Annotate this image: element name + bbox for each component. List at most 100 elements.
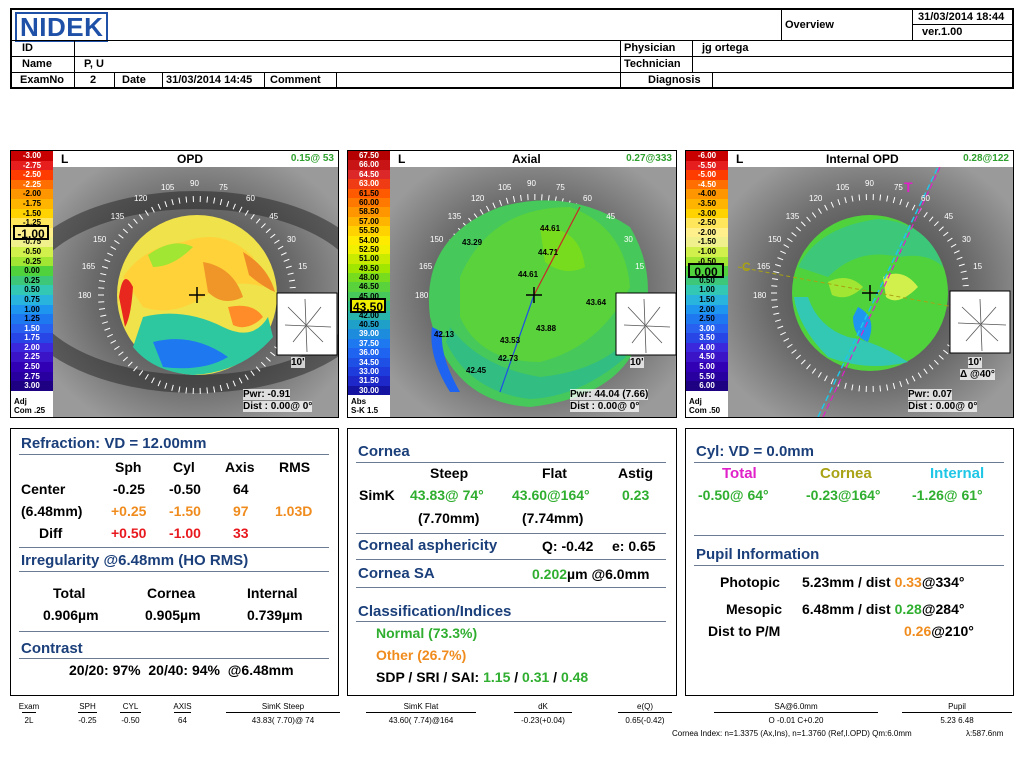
- scale-value: -1.00: [686, 246, 728, 257]
- axial-power-label: 42.45: [466, 366, 487, 375]
- scale-value: 63.00: [348, 179, 390, 189]
- view-label: Overview: [785, 19, 834, 31]
- scale-value: -3.00: [686, 208, 728, 219]
- angle-label: 75: [555, 182, 565, 192]
- scale-value: 66.00: [348, 160, 390, 170]
- sdp-value: 1.15: [483, 669, 511, 685]
- internal-opd-corner-value: 0.28@122: [963, 153, 1009, 164]
- angle-label: 75: [893, 182, 903, 192]
- scale-value: -1.75: [11, 198, 53, 209]
- scale-value: 0.75: [11, 294, 53, 305]
- center-sph: -0.25: [113, 481, 145, 497]
- photopic-dist: 0.33: [894, 574, 922, 590]
- steep-header: Steep: [430, 465, 469, 481]
- axial-map-image[interactable]: 43.29 44.61 44.71 44.61 43.64 43.88 43.53 42.13…: [390, 167, 676, 417]
- footer-value: 43.83( 7.70)@ 74: [251, 716, 315, 725]
- angle-label: 30: [286, 235, 296, 244]
- scale-value: -5.00: [686, 170, 728, 180]
- irr-cornea-header: Cornea: [147, 585, 196, 601]
- scale-value: 4.00: [686, 342, 728, 353]
- scale-value: 46.50: [348, 282, 390, 292]
- scale-mode-label: Adj Com .50: [689, 397, 720, 415]
- scale-value: -1.50: [686, 237, 728, 247]
- angle-label: 105: [498, 182, 512, 192]
- scale-value: 33.00: [348, 366, 390, 377]
- row2-axis: 97: [233, 503, 249, 519]
- scale-value: 48.00: [348, 273, 390, 283]
- sph-header: Sph: [115, 459, 142, 475]
- photopic-angle: @334°: [921, 574, 965, 590]
- footer-value: -0.23(+0.04): [521, 716, 565, 725]
- row2-rms: 1.03D: [275, 503, 313, 519]
- scale-value: 0.50: [11, 285, 53, 295]
- cyl-cornea-header: Cornea: [820, 465, 872, 482]
- row2-sph: +0.25: [111, 503, 147, 519]
- mesopic-label: Mesopic: [726, 601, 783, 617]
- angle-label: 180: [753, 291, 767, 300]
- scale-value: 52.50: [348, 244, 390, 255]
- angle-label: 120: [471, 194, 485, 203]
- cornea-index-note: Cornea Index: n=1.3375 (Ax,Ins), n=1.376…: [672, 729, 912, 738]
- opd-map-image[interactable]: 10' Pwr: -0.91 Dist : 0.00@ 0° 90 75 60 45 3…: [53, 167, 338, 417]
- scale-value: 2.75: [11, 371, 53, 382]
- rms-header: RMS: [279, 459, 311, 475]
- cyl-total-text: -0.50@ 64°: [698, 487, 769, 503]
- scale-value: 45.00: [348, 291, 390, 302]
- irr-total-value: 0.906µm: [43, 607, 99, 623]
- scale-value: 1.25: [11, 314, 53, 324]
- internal-opd-color-scale: -6.00 -5.50 -5.00 -4.50 -4.00 -3.50 -3.00 -2.50…: [686, 151, 729, 417]
- scale-step: S-K 1.5: [351, 406, 379, 415]
- cyl-total-header: Total: [722, 465, 757, 482]
- eye-label: L: [398, 152, 406, 166]
- angle-label: 120: [809, 194, 823, 203]
- mesopic-mm: 6.48mm / dist: [802, 601, 891, 617]
- photopic-label: Photopic: [720, 574, 780, 590]
- angle-label: 30: [623, 235, 633, 244]
- internal-opd-map-image[interactable]: T C 10' Δ @40° Pwr: 0.07 Dist : 0.00@ 0°…: [728, 167, 1013, 417]
- eye-label: L: [61, 152, 69, 166]
- header-version: ver.1.00: [922, 26, 963, 38]
- angle-label: 45: [606, 211, 616, 221]
- axial-power-label: 42.13: [434, 330, 455, 339]
- date-value: 31/03/2014 14:45: [166, 74, 253, 86]
- classification-title: Classification/Indices: [358, 603, 512, 620]
- cyl-internal-header: Internal: [930, 465, 985, 482]
- opd-map-panel[interactable]: -3.00 -2.75 -2.50 -2.25 -2.00 -1.75 -1.50 -1.25…: [10, 150, 339, 418]
- scale-value: -2.00: [686, 227, 728, 238]
- sri-value: 0.31: [522, 669, 550, 685]
- footer-value: -0.50: [121, 716, 140, 725]
- scale-value: -2.50: [11, 170, 53, 180]
- footer-header: SimK Steep: [261, 702, 305, 711]
- footer-value: 64: [178, 716, 187, 725]
- indices-label: SDP / SRI / SAI:: [376, 669, 480, 685]
- internal-opd-map-panel[interactable]: -6.00 -5.50 -5.00 -4.50 -4.00 -3.50 -3.00 -2.50…: [685, 150, 1014, 418]
- nidek-logo: NIDEK: [15, 12, 109, 42]
- cyl-title: Cyl: VD = 0.0mm: [696, 443, 814, 460]
- technician-label: Technician: [624, 58, 681, 70]
- center-axis: 64: [233, 481, 249, 497]
- footer-value: 5.23 6.48: [940, 716, 974, 725]
- axial-map-panel[interactable]: 67.50 66.00 64.50 63.00 61.50 60.00 58.50 57.00…: [347, 150, 677, 418]
- angle-label: 150: [93, 235, 107, 244]
- footer-value: O -0.01 C+0.20: [768, 716, 824, 725]
- scale-value: 3.00: [686, 323, 728, 334]
- flat-header: Flat: [542, 465, 567, 481]
- mesopic-values: 6.48mm / dist 0.28@284°: [802, 601, 964, 618]
- angle-label: 150: [430, 235, 444, 244]
- photopic-mm: 5.23mm / dist: [802, 574, 891, 590]
- scale-value: 51.00: [348, 254, 390, 264]
- scale-value: 4.50: [686, 352, 728, 363]
- irr-internal-value: 0.739µm: [247, 607, 303, 623]
- angle-label: 180: [415, 291, 429, 300]
- id-label: ID: [22, 42, 33, 54]
- scale-value: 64.50: [348, 169, 390, 180]
- contrast-values: 20/20: 97% 20/40: 94% @6.48mm: [69, 662, 294, 678]
- cyl-cornea-value: -0.23@164°: [806, 487, 881, 504]
- scale-value: -2.75: [11, 160, 53, 171]
- footer-value: 2L: [24, 716, 34, 725]
- angle-label: 180: [78, 291, 92, 300]
- scale-value: -0.50: [11, 246, 53, 257]
- mesopic-angle: @284°: [921, 601, 965, 617]
- steep-mm: (7.70mm): [418, 510, 480, 526]
- irr-cornea-value: 0.905µm: [145, 607, 201, 623]
